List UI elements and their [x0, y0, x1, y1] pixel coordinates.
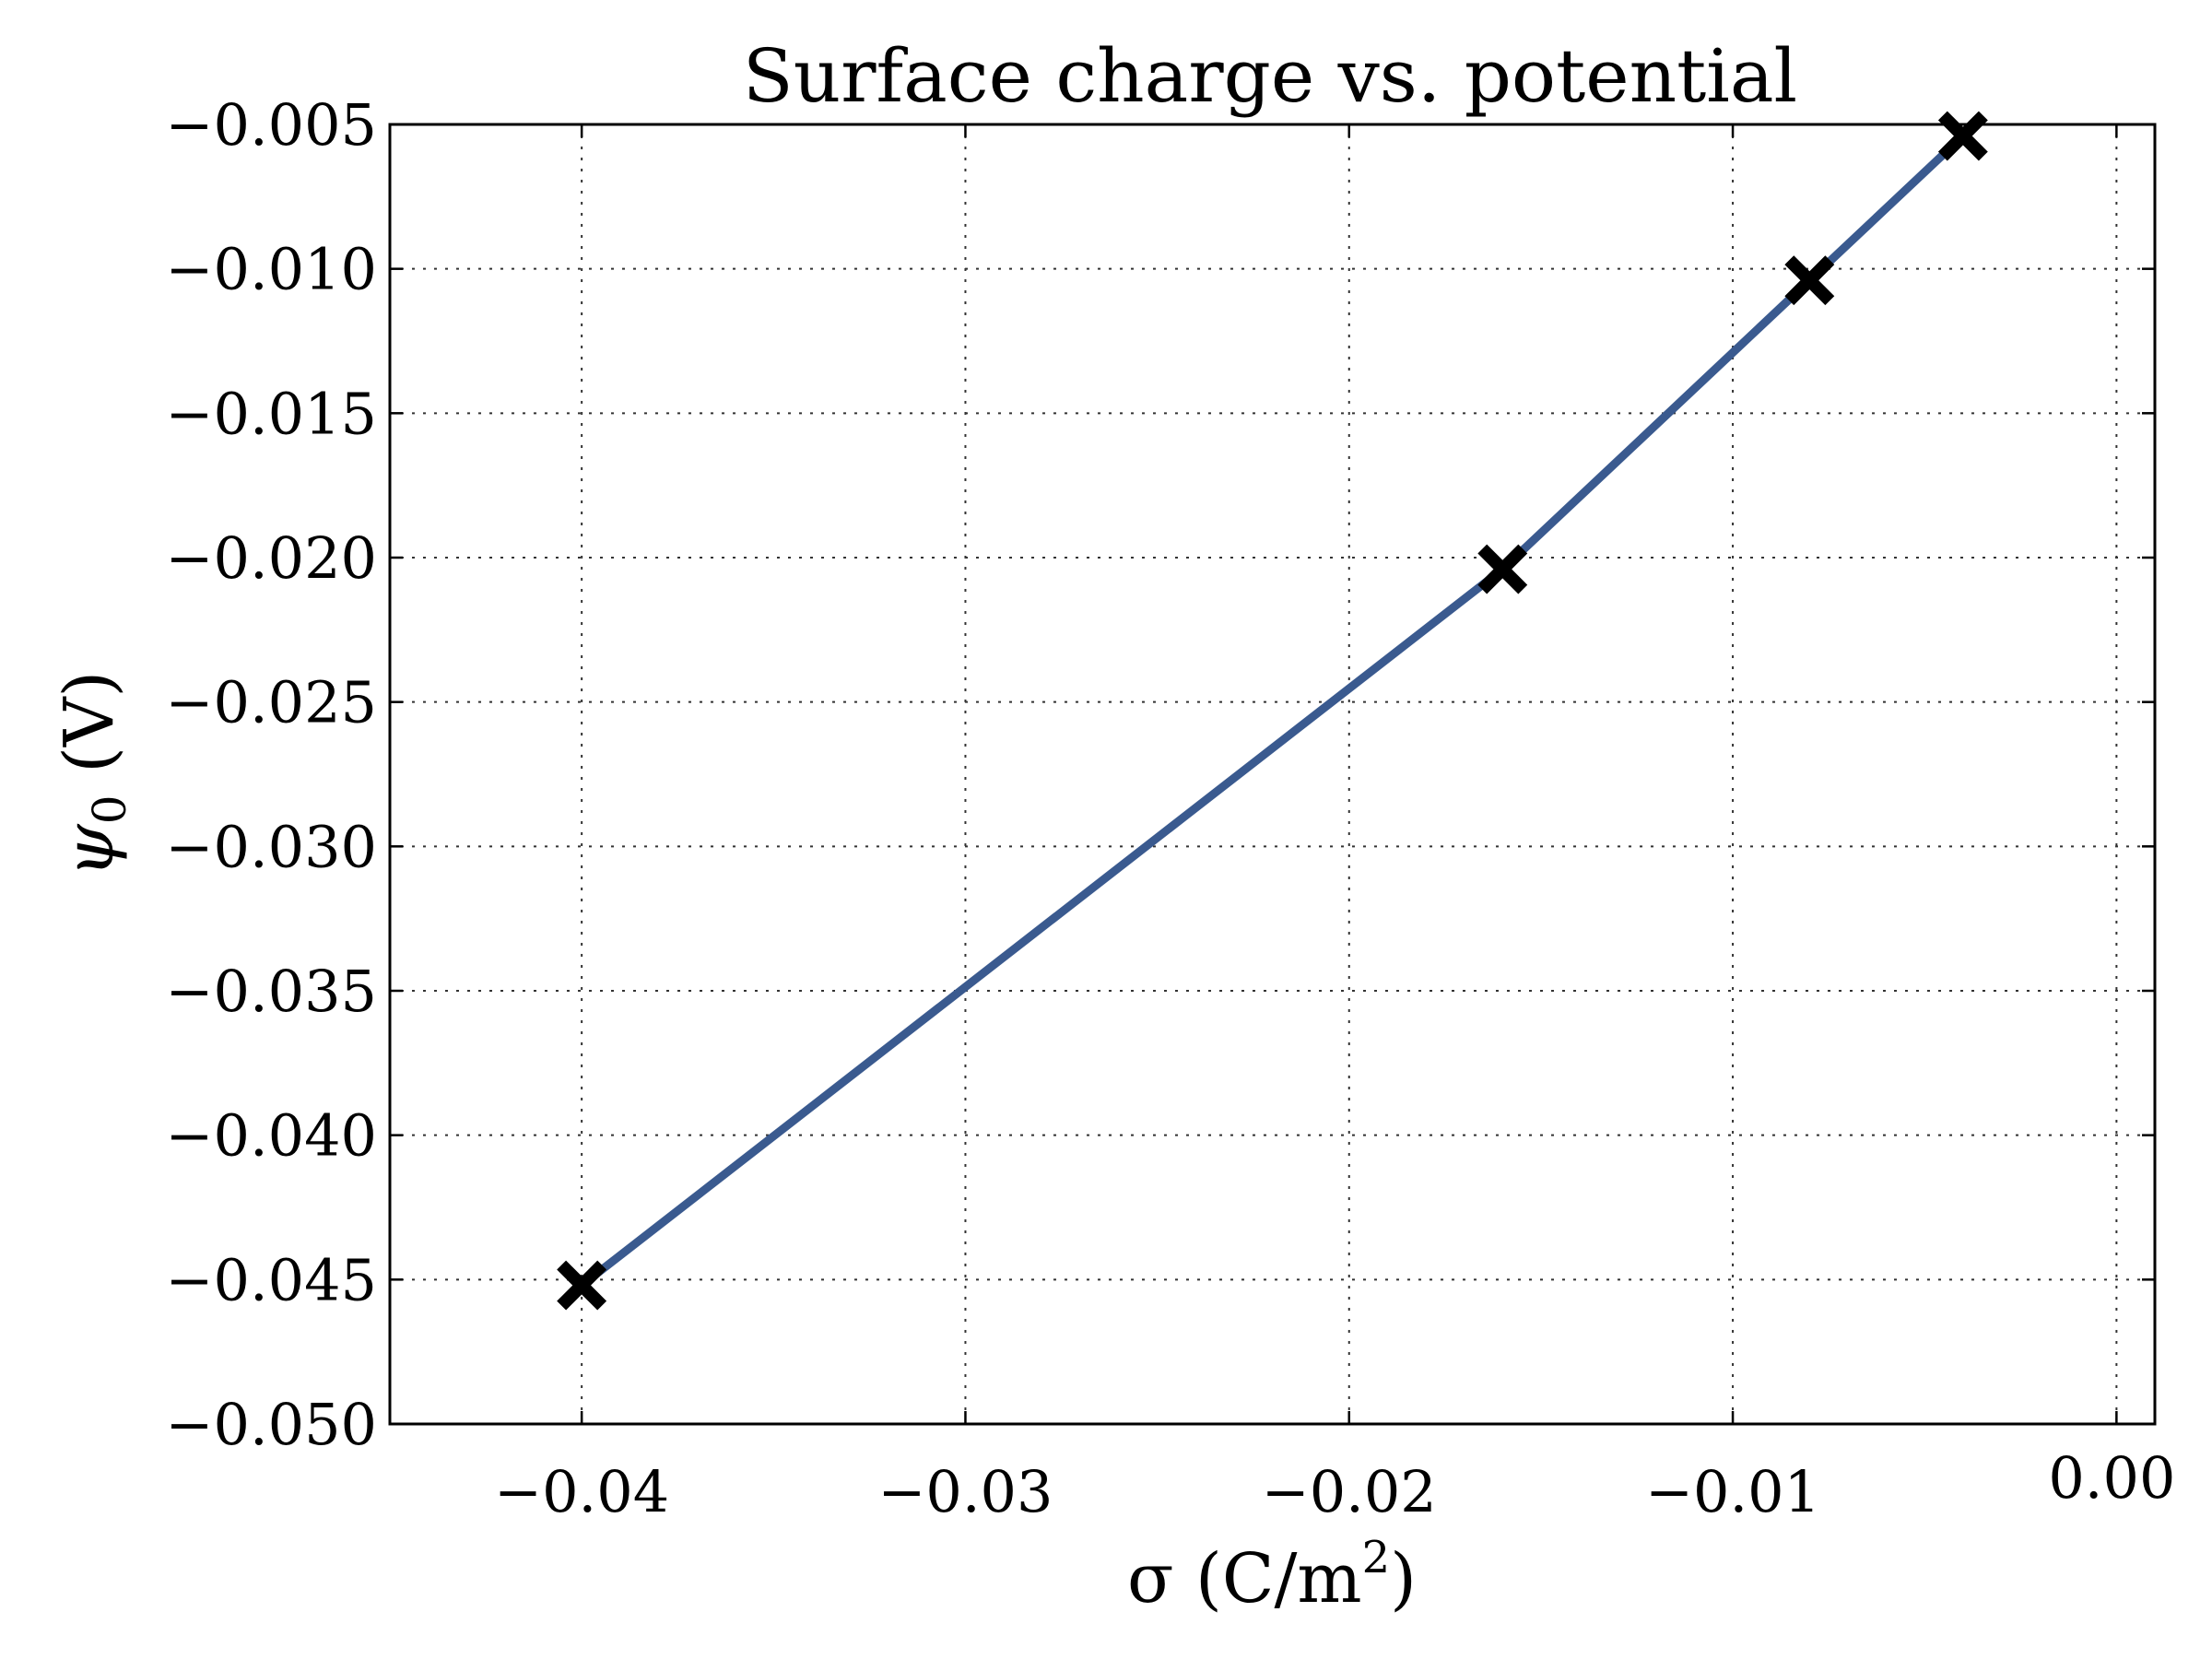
series-line	[577, 132, 1968, 1290]
x-tick-label: −0.04	[494, 1458, 669, 1525]
y-tick-label: −0.045	[166, 1246, 377, 1313]
y-tick-label: −0.005	[166, 91, 377, 159]
marker-stroke	[1477, 544, 1528, 594]
x-axis-label: σ (C/m2)	[1127, 1532, 1417, 1618]
y-tick-label: −0.040	[166, 1102, 377, 1170]
marker-stroke	[1937, 111, 1988, 161]
plot-frame	[388, 123, 2157, 1426]
data-point-marker	[1477, 544, 1528, 594]
x-axis-label-tail: )	[1390, 1539, 1417, 1618]
x-tick-label: −0.01	[1645, 1458, 1820, 1525]
x-tick-label: −0.03	[877, 1458, 1053, 1525]
y-axis-label-main: ψ	[50, 823, 129, 877]
y-tick-label: −0.015	[166, 380, 377, 447]
x-tick-label: −0.02	[1262, 1458, 1437, 1525]
y-axis-label-tail: (V)	[50, 671, 129, 795]
x-axis-label-sup: 2	[1362, 1532, 1391, 1583]
y-tick-label: −0.035	[166, 958, 377, 1025]
y-tick-label: −0.020	[166, 524, 377, 592]
y-tick-label: −0.010	[166, 236, 377, 303]
y-axis-label: ψ0 (V)	[50, 671, 136, 878]
tick-labels: −0.04 −0.03 −0.02 −0.01 0.00 −0.050 −0.045 −0.0…	[166, 91, 2176, 1525]
data-point-marker	[1784, 255, 1835, 306]
series-layer	[557, 111, 1988, 1311]
marker-stroke	[1784, 255, 1835, 306]
x-tick-label: 0.00	[2048, 1444, 2175, 1512]
y-tick-label: −0.030	[166, 813, 377, 880]
y-tick-label: −0.025	[166, 669, 377, 736]
data-point-marker	[557, 1260, 607, 1311]
y-tick-label: −0.050	[166, 1391, 377, 1458]
y-axis-label-sub: 0	[83, 794, 136, 824]
marker-stroke	[557, 1260, 607, 1311]
x-axis-label-main: σ (C/m	[1127, 1539, 1362, 1618]
data-point-marker	[1937, 111, 1988, 161]
chart-title: Surface charge vs. potential	[743, 33, 1797, 119]
